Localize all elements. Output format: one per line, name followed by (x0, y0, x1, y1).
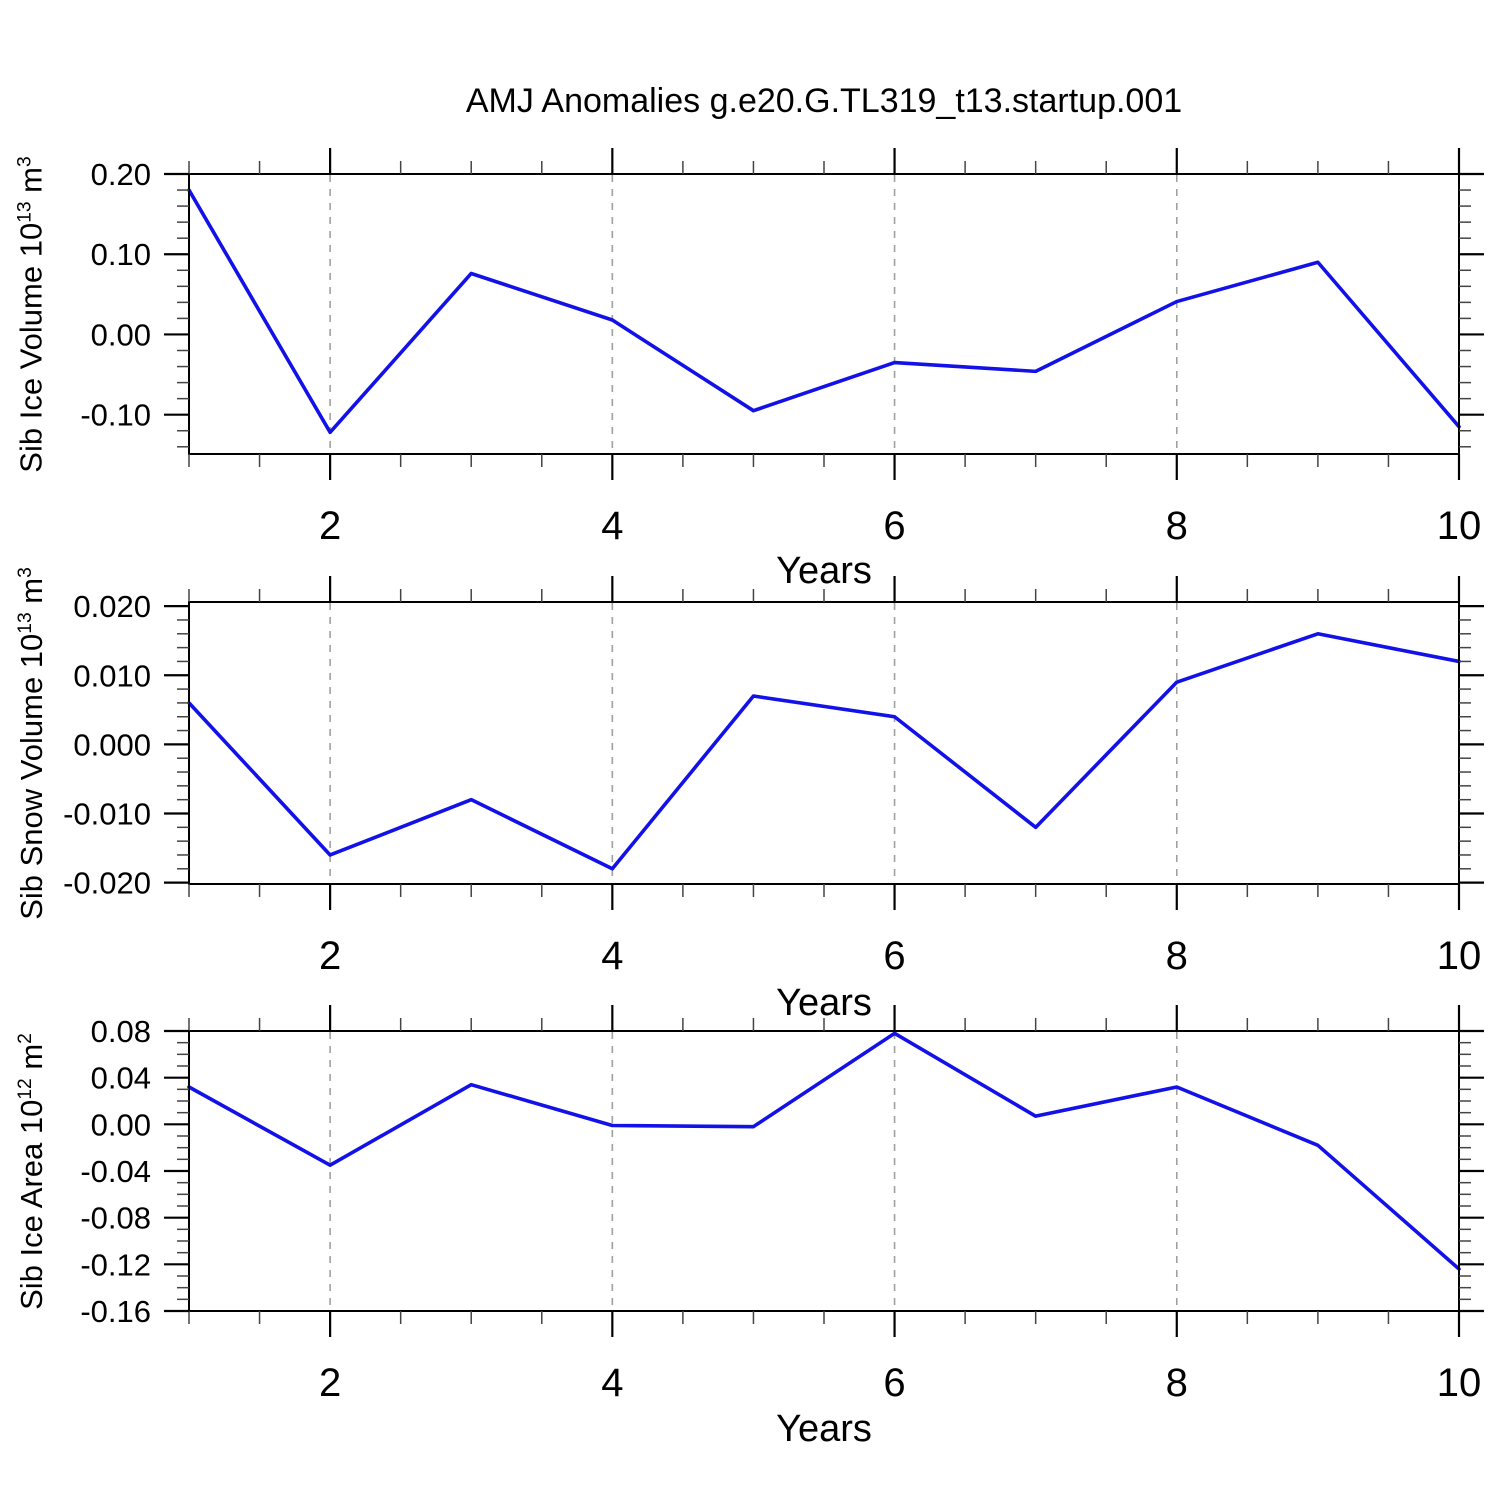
x-tick-label: 2 (319, 504, 341, 548)
y-tick-label: -0.04 (80, 1154, 151, 1189)
y-axis-title-panel-1: Sib Ice Volume 1013 m3 (5, 156, 57, 472)
x-tick-label: 10 (1437, 934, 1482, 978)
x-tick-label: 2 (319, 1361, 341, 1405)
y-tick-label: -0.08 (80, 1201, 151, 1236)
x-tick-label: 4 (601, 504, 623, 548)
x-tick-label: 6 (883, 1361, 905, 1405)
chart-title: AMJ Anomalies g.e20.G.TL319_t13.startup.… (465, 82, 1183, 120)
x-axis-title-panel-1: Years (776, 550, 872, 592)
x-tick-label: 10 (1437, 504, 1482, 548)
x-axis-title-panel-3: Years (776, 1408, 872, 1450)
y-tick-label: 0.000 (73, 727, 151, 762)
y-tick-label: -0.16 (80, 1294, 151, 1329)
x-tick-label: 4 (601, 1361, 623, 1405)
y-tick-label: 0.010 (73, 658, 151, 693)
data-line (187, 188, 1461, 435)
y-tick-label: 0.04 (91, 1061, 151, 1096)
y-axis-title-panel-2: Sib Snow Volume 1013 m3 (5, 567, 57, 920)
plot-frame (188, 1030, 1460, 1312)
x-tick-label: 4 (601, 934, 623, 978)
plot-frame (188, 601, 1460, 885)
x-tick-label: 2 (319, 934, 341, 978)
exponent: 13 (14, 200, 36, 223)
y-tick-label: -0.020 (63, 866, 151, 901)
x-tick-label: 8 (1166, 504, 1188, 548)
unit-exponent: 3 (14, 155, 36, 167)
y-tick-label: 0.00 (91, 1107, 151, 1142)
y-tick-label: -0.12 (80, 1247, 151, 1282)
unit: m (13, 1043, 49, 1078)
x-tick-label: 8 (1166, 1361, 1188, 1405)
x-tick-label: 8 (1166, 934, 1188, 978)
y-tick-label: 0.20 (91, 157, 151, 192)
data-line (187, 631, 1461, 871)
x-axis-title-panel-2: Years (776, 982, 872, 1024)
y-axis-title-text: Sib Ice Area 10 (13, 1099, 49, 1310)
unit: m (13, 577, 49, 612)
y-tick-label: 0.10 (91, 237, 151, 272)
exponent: 12 (14, 1077, 36, 1100)
y-tick-label: 0.020 (73, 589, 151, 624)
data-line (187, 1031, 1461, 1271)
unit-exponent: 3 (14, 566, 36, 578)
unit: m (13, 166, 49, 201)
x-tick-label: 10 (1437, 1361, 1482, 1405)
y-tick-label: 0.08 (91, 1014, 151, 1049)
y-tick-label: 0.00 (91, 317, 151, 352)
x-tick-label: 6 (883, 934, 905, 978)
x-tick-label: 6 (883, 504, 905, 548)
exponent: 13 (14, 611, 36, 634)
panel-3: 0.08 0.04 0.00 -0.04 -0.08 -0.12 -0.16 2 4 6 8 10 (80, 1005, 1484, 1405)
panel-2: 0.020 0.010 0.000 -0.010 -0.020 2 4 6 8 10 (63, 576, 1484, 978)
y-tick-label: -0.10 (80, 398, 151, 433)
y-tick-label: -0.010 (63, 797, 151, 832)
y-axis-title-text: Sib Ice Volume 10 (13, 222, 49, 473)
y-axis-title-panel-3: Sib Ice Area 1012 m2 (5, 1031, 57, 1311)
unit-exponent: 2 (14, 1032, 36, 1044)
y-axis-title-text: Sib Snow Volume 10 (13, 633, 49, 920)
panel-1: 0.20 0.10 0.00 -0.10 2 4 6 8 10 (80, 148, 1484, 548)
plot-frame (188, 173, 1460, 455)
